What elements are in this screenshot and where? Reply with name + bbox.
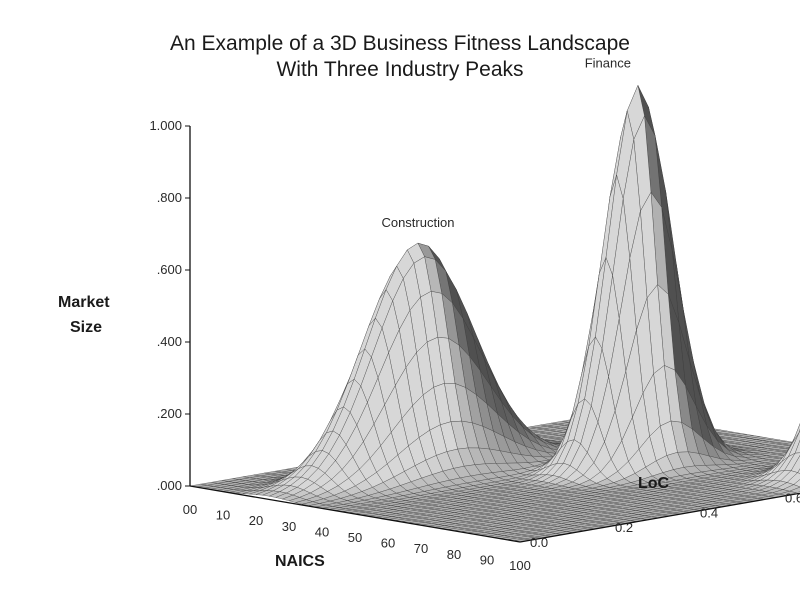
x-axis-line [189, 485, 521, 543]
y-tick-label: 0.0 [530, 535, 548, 550]
x-tick-label: 30 [282, 519, 296, 534]
z-axis-label-line-1: Market [58, 294, 110, 311]
x-tick-label: 60 [381, 536, 395, 551]
surface-facet [797, 468, 800, 474]
chart-axes [185, 125, 800, 543]
x-tick-label: 40 [315, 524, 329, 539]
x-axis-label: NAICS [275, 553, 325, 570]
chart-title-line-1: An Example of a 3D Business Fitness Land… [170, 32, 630, 55]
x-tick-label: 20 [249, 513, 263, 528]
x-tick-label: 90 [480, 552, 494, 567]
z-tick-label: .200 [157, 406, 182, 421]
y-tick-label: 0.4 [700, 505, 718, 520]
tick-labels: .000 .200 .400 .600 .800 1.000 00 10 20 30 40 50 60 7… [149, 118, 800, 573]
x-tick-label: 50 [348, 530, 362, 545]
x-tick-label: 70 [414, 541, 428, 556]
z-tick-label: .800 [157, 190, 182, 205]
z-tick-label: .600 [157, 262, 182, 277]
chart-title-line-2: With Three Industry Peaks [276, 58, 524, 81]
z-axis-label-line-2: Size [70, 319, 102, 336]
y-axis-line [519, 492, 800, 543]
fitness-surface [189, 84, 800, 543]
z-tick-label: 1.000 [149, 118, 182, 133]
z-tick-label: .000 [157, 478, 182, 493]
peak-label-finance: Finance [585, 55, 631, 70]
x-tick-label: 10 [216, 508, 230, 523]
z-tick-label: .400 [157, 334, 182, 349]
x-tick-label: 00 [183, 502, 197, 517]
x-tick-label: 100 [509, 558, 531, 573]
y-tick-label: 0.2 [615, 520, 633, 535]
x-tick-label: 80 [447, 547, 461, 562]
y-axis-label: LoC [638, 475, 670, 492]
y-tick-label: 0.6 [785, 491, 800, 506]
peak-labels: ConstructionFinanceGovernment [381, 55, 631, 230]
peak-label-construction: Construction [381, 215, 454, 230]
